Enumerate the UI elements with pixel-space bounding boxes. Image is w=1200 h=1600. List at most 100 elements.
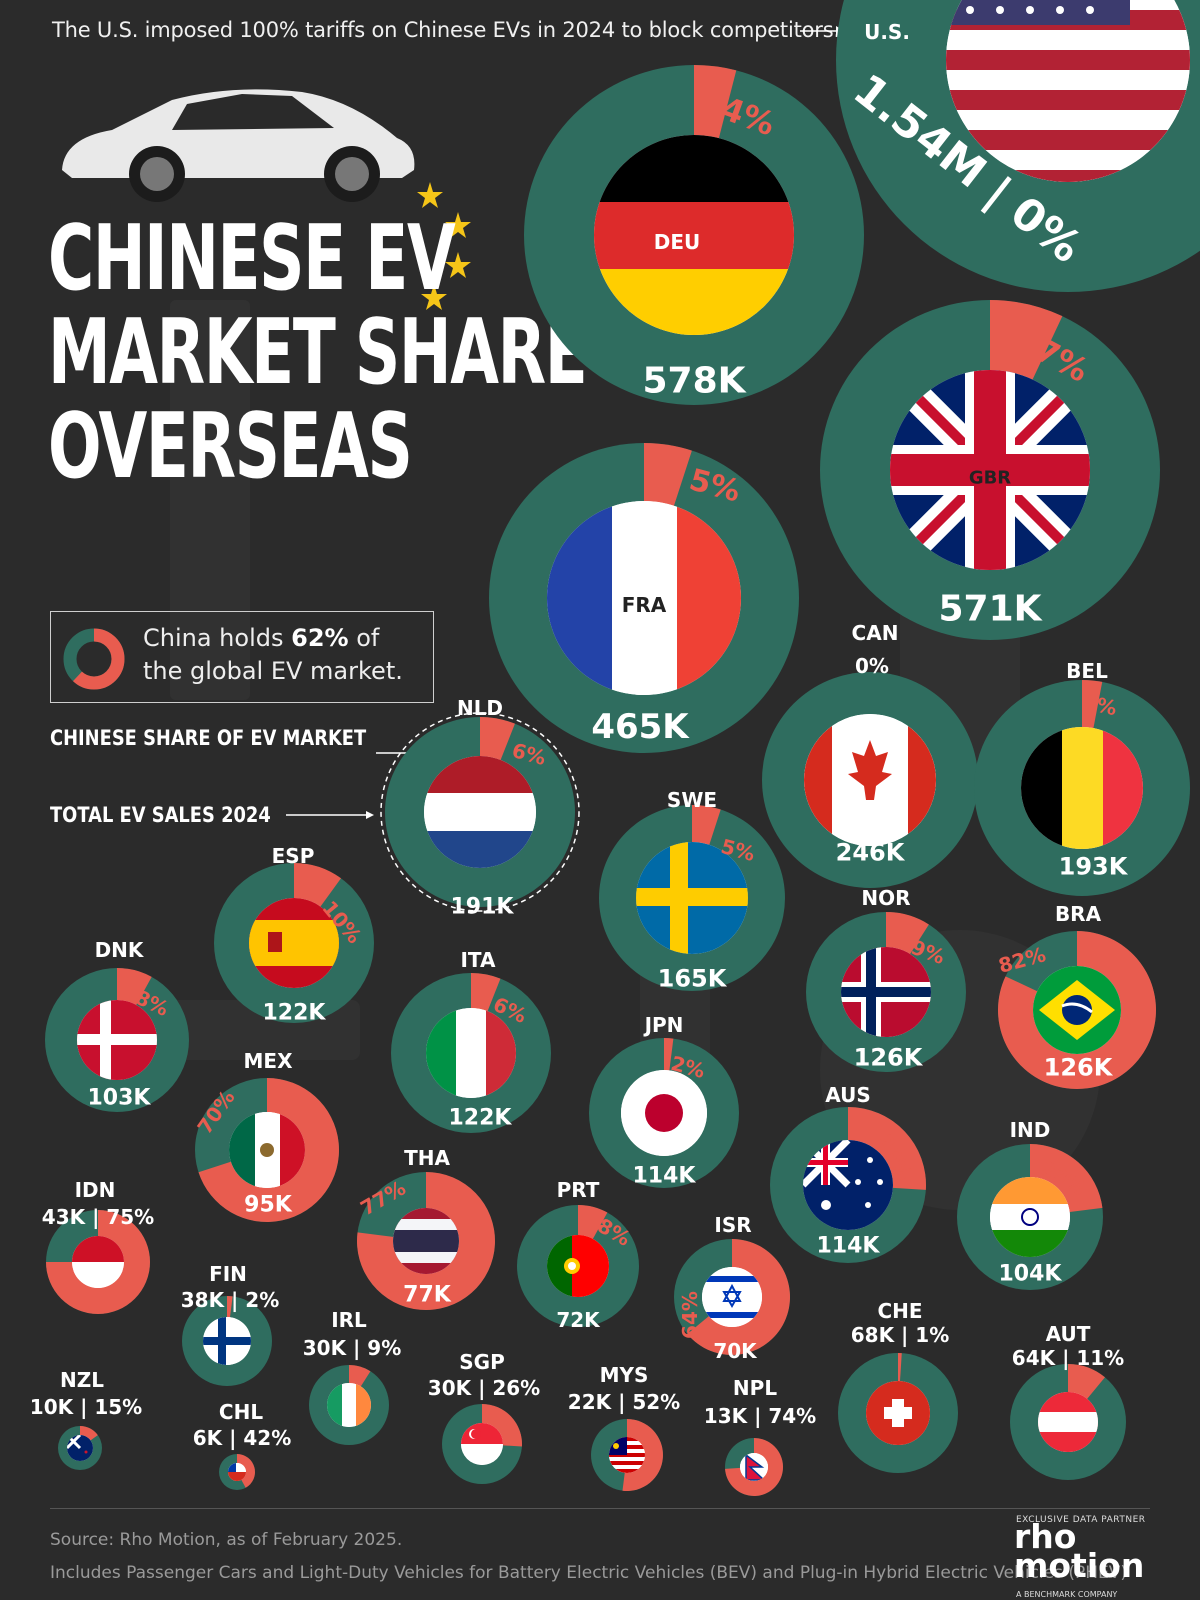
country-code-label: GBR bbox=[969, 467, 1011, 488]
brazil-flag-icon bbox=[1033, 966, 1121, 1054]
total-sales-label: 114K bbox=[817, 1234, 881, 1259]
japan-flag-icon bbox=[621, 1070, 707, 1156]
italy-flag-icon bbox=[426, 1008, 516, 1098]
title-line-1: CHINESE EV bbox=[48, 206, 456, 311]
footer-divider bbox=[50, 1508, 1150, 1509]
total-sales-label: 126K bbox=[1044, 1053, 1114, 1081]
country-code-label: AUT bbox=[1046, 1322, 1091, 1346]
spain-flag-icon bbox=[249, 898, 339, 988]
country-code-label: AUS bbox=[825, 1083, 871, 1107]
china-stars-decoration bbox=[417, 182, 471, 310]
title-line-3: OVERSEAS bbox=[48, 394, 413, 499]
total-sales-label: 122K bbox=[263, 1001, 327, 1026]
mexico-flag-icon bbox=[229, 1112, 305, 1188]
total-sales-label: 104K bbox=[999, 1262, 1063, 1287]
country-code-label: SWE bbox=[667, 788, 717, 812]
sweden-flag-icon bbox=[636, 842, 748, 954]
country-code-label: CHL bbox=[219, 1400, 263, 1424]
country-code-label: NPL bbox=[733, 1376, 777, 1400]
country-code-label: DEU bbox=[654, 230, 701, 254]
country-code-label: NOR bbox=[861, 886, 910, 910]
country-code-label: FRA bbox=[622, 593, 667, 617]
total-sales-label: 38K | 2% bbox=[181, 1288, 280, 1312]
total-sales-label: 68K | 1% bbox=[851, 1323, 950, 1347]
australia-flag-icon bbox=[803, 1140, 893, 1230]
total-sales-label: 191K bbox=[451, 895, 515, 920]
source-note: Source: Rho Motion, as of February 2025. bbox=[50, 1530, 403, 1550]
singapore-flag-icon bbox=[461, 1423, 503, 1465]
total-sales-label: 246K bbox=[836, 838, 906, 866]
total-sales-label: 95K bbox=[244, 1193, 293, 1218]
chile-flag-icon bbox=[228, 1463, 246, 1481]
total-sales-label: 6K | 42% bbox=[193, 1426, 292, 1450]
total-sales-label: 122K bbox=[449, 1106, 513, 1131]
country-code-label: PRT bbox=[557, 1178, 600, 1202]
finland-flag-icon bbox=[203, 1317, 251, 1365]
country-code-label: CAN bbox=[852, 621, 899, 645]
belgium-flag-icon bbox=[1021, 727, 1143, 849]
country-code-label: FIN bbox=[209, 1262, 247, 1286]
austria-flag-icon bbox=[1038, 1392, 1098, 1452]
nepal-flag-icon bbox=[740, 1453, 768, 1481]
country-code-label: THA bbox=[404, 1146, 450, 1170]
china-share-label: 64% bbox=[678, 1291, 702, 1339]
ireland-flag-icon bbox=[327, 1383, 371, 1427]
total-sales-label: 10K | 15% bbox=[30, 1395, 142, 1419]
total-sales-label: 30K | 26% bbox=[428, 1376, 540, 1400]
total-sales-label: 465K bbox=[591, 707, 690, 747]
scope-note: Includes Passenger Cars and Light-Duty V… bbox=[50, 1563, 1128, 1583]
netherlands-flag-icon bbox=[424, 756, 536, 868]
rho-motion-logo: rho motion bbox=[1014, 1517, 1145, 1585]
info-box-text: China holds 62% of the global EV market. bbox=[143, 624, 403, 685]
total-sales-label: 578K bbox=[642, 361, 746, 402]
total-sales-label: 64K | 11% bbox=[1012, 1346, 1124, 1370]
china-share-label: 0% bbox=[855, 654, 889, 678]
benchmark-company-label: A BENCHMARK COMPANY bbox=[1016, 1590, 1118, 1599]
global-share-value: 62% bbox=[291, 624, 349, 652]
footer: Source: Rho Motion, as of February 2025.… bbox=[0, 1508, 1200, 1600]
total-sales-label: 193K bbox=[1059, 852, 1129, 880]
norway-flag-icon bbox=[841, 947, 931, 1037]
car-illustration bbox=[62, 89, 415, 202]
country-code-label: IDN bbox=[75, 1178, 116, 1202]
country-code-label: MYS bbox=[600, 1363, 649, 1387]
denmark-flag-icon bbox=[77, 1000, 157, 1080]
total-sales-label: 114K bbox=[633, 1164, 697, 1189]
country-code-label: DNK bbox=[95, 938, 145, 962]
country-code-label: ESP bbox=[272, 844, 315, 868]
country-code-label: IRL bbox=[331, 1308, 367, 1332]
country-code-label: BRA bbox=[1055, 902, 1102, 926]
country-code-label: IND bbox=[1010, 1118, 1051, 1142]
country-code-label: ITA bbox=[460, 948, 496, 972]
country-code-label: JPN bbox=[643, 1013, 684, 1037]
country-code-label: CHE bbox=[877, 1299, 922, 1323]
country-code-label: U.S. bbox=[864, 20, 910, 44]
partner-label: EXCLUSIVE DATA PARTNER bbox=[1016, 1515, 1146, 1525]
global-share-info-box: China holds 62% of the global EV market. bbox=[50, 611, 434, 703]
israel-flag-icon bbox=[702, 1267, 762, 1327]
total-sales-label: 70K bbox=[713, 1339, 758, 1363]
legend-share-label: CHINESE SHARE OF EV MARKET bbox=[50, 726, 367, 750]
top-annotation: The U.S. imposed 100% tariffs on Chinese… bbox=[52, 18, 840, 42]
total-sales-label: 72K bbox=[556, 1308, 601, 1332]
country-code-label: NLD bbox=[457, 696, 503, 720]
total-sales-label: 103K bbox=[88, 1086, 152, 1111]
china-share-donut-icon bbox=[63, 628, 125, 690]
total-sales-label: 22K | 52% bbox=[568, 1390, 680, 1414]
total-sales-label: 77K bbox=[403, 1283, 452, 1308]
switzerland-flag-icon bbox=[866, 1381, 930, 1445]
total-sales-label: 571K bbox=[938, 589, 1042, 630]
country-code-label: ISR bbox=[714, 1213, 751, 1237]
portugal-flag-icon bbox=[547, 1235, 609, 1297]
total-sales-label: 126K bbox=[854, 1043, 924, 1071]
chart-title: CHINESE EV MARKET SHARE OVERSEAS bbox=[48, 206, 588, 499]
total-sales-label: 13K | 74% bbox=[704, 1404, 816, 1428]
legend-sales-label: TOTAL EV SALES 2024 bbox=[50, 803, 271, 827]
country-code-label: NZL bbox=[60, 1368, 104, 1392]
country-code-label: MEX bbox=[244, 1049, 294, 1073]
indonesia-flag-icon bbox=[72, 1236, 124, 1288]
malaysia-flag-icon bbox=[609, 1437, 645, 1473]
india-flag-icon bbox=[990, 1177, 1070, 1257]
thailand-flag-icon bbox=[393, 1208, 459, 1274]
